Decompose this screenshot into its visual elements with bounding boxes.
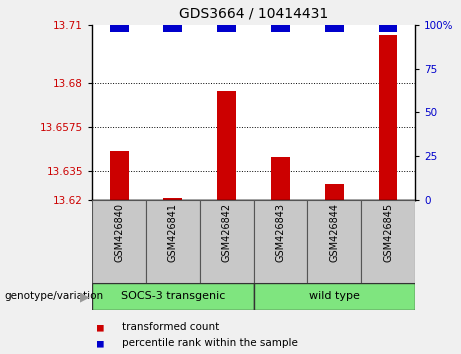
Bar	[378, 34, 397, 200]
Bar	[271, 157, 290, 200]
Bar	[217, 25, 236, 32]
Bar	[217, 91, 236, 200]
Bar	[307, 200, 361, 283]
Bar	[200, 200, 254, 283]
Bar	[325, 184, 343, 200]
Text: wild type: wild type	[309, 291, 360, 302]
Bar	[325, 25, 343, 32]
Text: GSM426843: GSM426843	[275, 202, 285, 262]
Text: ■: ■	[97, 338, 104, 348]
Text: ▶: ▶	[80, 290, 90, 303]
Bar	[361, 200, 415, 283]
Text: GSM426845: GSM426845	[383, 202, 393, 262]
Bar	[110, 151, 129, 200]
Bar	[146, 200, 200, 283]
Text: genotype/variation: genotype/variation	[5, 291, 104, 302]
Text: GSM426841: GSM426841	[168, 202, 178, 262]
Text: percentile rank within the sample: percentile rank within the sample	[122, 338, 298, 348]
Text: GSM426840: GSM426840	[114, 202, 124, 262]
Bar	[164, 198, 182, 200]
Bar	[254, 200, 307, 283]
Bar	[164, 25, 182, 32]
Bar	[271, 25, 290, 32]
Bar	[110, 25, 129, 32]
Bar	[378, 25, 397, 32]
Title: GDS3664 / 10414431: GDS3664 / 10414431	[179, 7, 328, 21]
Bar	[92, 283, 254, 310]
Bar	[92, 200, 146, 283]
Text: SOCS-3 transgenic: SOCS-3 transgenic	[121, 291, 225, 302]
Text: GSM426842: GSM426842	[222, 202, 232, 262]
Text: ■: ■	[97, 322, 104, 332]
Text: GSM426844: GSM426844	[329, 202, 339, 262]
Bar	[254, 283, 415, 310]
Text: transformed count: transformed count	[122, 322, 219, 332]
